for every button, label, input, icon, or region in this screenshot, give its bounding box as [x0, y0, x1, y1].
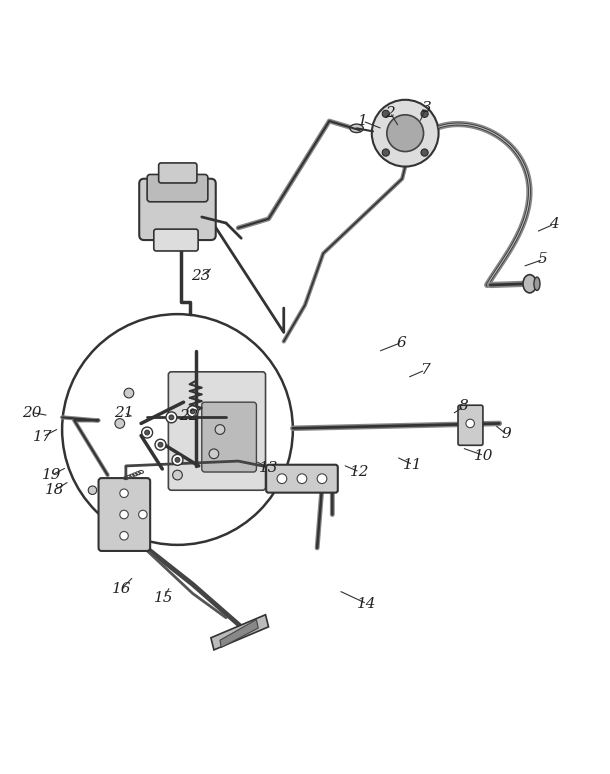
Circle shape [382, 149, 389, 156]
Text: 18: 18 [45, 483, 65, 497]
Circle shape [138, 510, 147, 519]
Text: 22: 22 [179, 409, 198, 423]
Text: 11: 11 [403, 457, 423, 471]
FancyBboxPatch shape [154, 229, 198, 251]
FancyBboxPatch shape [139, 179, 216, 240]
Text: 15: 15 [154, 591, 174, 604]
Ellipse shape [350, 124, 364, 132]
Circle shape [387, 115, 423, 152]
Circle shape [175, 457, 180, 462]
Circle shape [88, 486, 97, 495]
Text: 13: 13 [259, 461, 278, 474]
Circle shape [158, 442, 163, 447]
Text: 4: 4 [549, 217, 559, 231]
Text: 7: 7 [420, 363, 430, 377]
Circle shape [120, 489, 128, 498]
Circle shape [155, 439, 166, 450]
FancyBboxPatch shape [168, 372, 265, 490]
Polygon shape [220, 619, 258, 648]
Circle shape [173, 470, 182, 480]
Circle shape [421, 149, 428, 156]
Circle shape [120, 532, 128, 540]
Polygon shape [211, 615, 268, 650]
FancyBboxPatch shape [99, 478, 150, 551]
Text: 19: 19 [42, 468, 62, 482]
Circle shape [277, 474, 287, 484]
Circle shape [145, 430, 149, 435]
Ellipse shape [523, 275, 536, 293]
Text: 23: 23 [191, 269, 210, 283]
Circle shape [142, 427, 152, 438]
Circle shape [172, 454, 183, 465]
Text: 12: 12 [350, 465, 370, 479]
Text: 1: 1 [358, 114, 368, 128]
FancyBboxPatch shape [266, 464, 338, 493]
Circle shape [115, 419, 124, 428]
Circle shape [209, 449, 219, 459]
Circle shape [421, 110, 428, 118]
Text: 3: 3 [422, 101, 431, 115]
FancyBboxPatch shape [159, 163, 197, 183]
Circle shape [317, 474, 327, 484]
Circle shape [124, 389, 134, 398]
Circle shape [382, 110, 389, 118]
Text: 14: 14 [357, 597, 377, 611]
Ellipse shape [534, 277, 540, 290]
Circle shape [62, 314, 293, 545]
FancyBboxPatch shape [202, 402, 256, 472]
Text: 21: 21 [114, 406, 134, 420]
Circle shape [371, 100, 439, 166]
Text: 20: 20 [22, 406, 41, 420]
Text: 6: 6 [396, 336, 406, 350]
Circle shape [215, 425, 225, 434]
FancyBboxPatch shape [147, 174, 208, 202]
Circle shape [120, 510, 128, 519]
Circle shape [190, 409, 195, 414]
Text: 16: 16 [112, 581, 131, 596]
Circle shape [466, 420, 475, 428]
Circle shape [187, 406, 198, 416]
Text: 17: 17 [33, 430, 52, 444]
Text: 2: 2 [385, 105, 395, 119]
Text: 5: 5 [538, 252, 548, 266]
FancyBboxPatch shape [458, 406, 483, 445]
Circle shape [169, 415, 174, 420]
Text: 10: 10 [475, 449, 494, 463]
Circle shape [297, 474, 307, 484]
Text: 8: 8 [459, 399, 469, 413]
Circle shape [166, 412, 177, 423]
Text: 9: 9 [501, 427, 511, 441]
